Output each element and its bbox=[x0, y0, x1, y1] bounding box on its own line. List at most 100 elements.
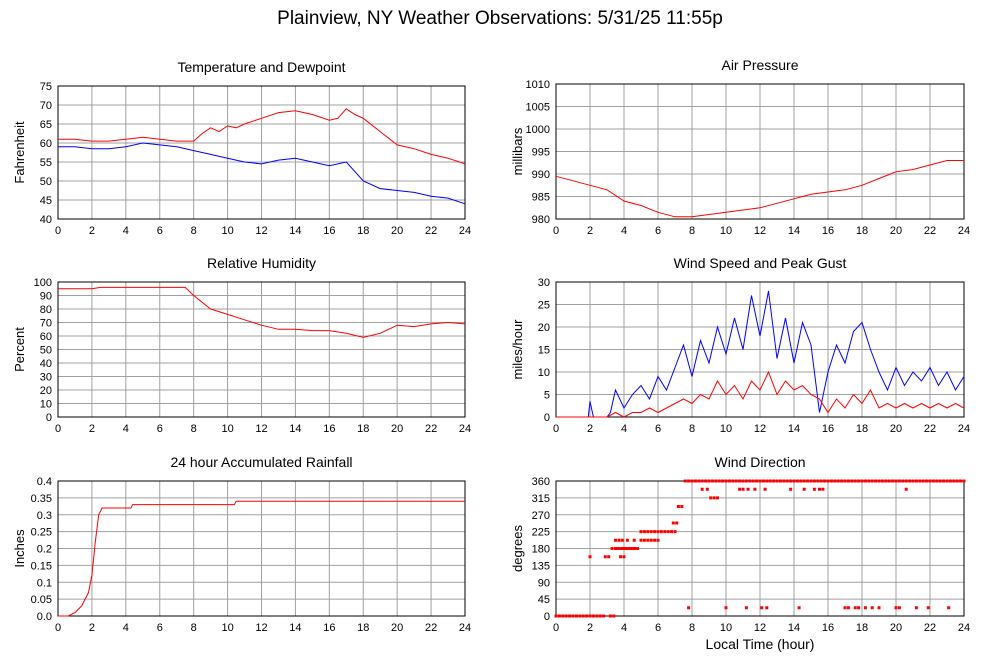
x-tick-label: 6 bbox=[655, 423, 661, 435]
x-tick-label: 20 bbox=[890, 225, 902, 237]
data-point bbox=[948, 479, 952, 483]
data-point bbox=[614, 547, 617, 550]
data-point bbox=[680, 505, 684, 508]
x-tick-label: 10 bbox=[720, 423, 732, 435]
y-tick-label: 0.25 bbox=[31, 527, 52, 539]
x-tick-label: 16 bbox=[323, 225, 335, 237]
x-tick-label: 22 bbox=[425, 423, 437, 435]
x-tick-label: 22 bbox=[425, 622, 437, 634]
data-point bbox=[731, 479, 735, 483]
y-tick-label: 80 bbox=[40, 304, 52, 316]
data-point bbox=[863, 479, 867, 483]
data-point bbox=[809, 479, 813, 483]
x-tick-label: 10 bbox=[221, 622, 233, 634]
data-point bbox=[894, 606, 898, 610]
data-point bbox=[952, 479, 956, 483]
data-point bbox=[617, 538, 621, 542]
y-tick-label: 90 bbox=[538, 577, 550, 589]
x-tick-label: 18 bbox=[357, 423, 369, 435]
data-point bbox=[914, 479, 918, 483]
x-tick-label: 20 bbox=[391, 622, 403, 634]
y-tick-label: 55 bbox=[40, 157, 52, 169]
data-point bbox=[595, 614, 599, 618]
y-axis-label: miles/hour bbox=[510, 319, 525, 380]
data-point bbox=[816, 479, 820, 483]
data-point bbox=[557, 614, 561, 618]
chart-title: Wind Direction bbox=[714, 454, 805, 470]
data-point bbox=[891, 479, 895, 483]
data-point bbox=[724, 606, 728, 610]
data-point bbox=[894, 479, 898, 483]
x-tick-label: 18 bbox=[357, 225, 369, 237]
data-point bbox=[761, 479, 765, 483]
data-point bbox=[714, 479, 718, 483]
data-point bbox=[663, 530, 667, 534]
data-point bbox=[947, 606, 951, 610]
data-point bbox=[789, 479, 793, 483]
data-point bbox=[755, 479, 759, 483]
data-point bbox=[942, 479, 946, 483]
data-point bbox=[843, 479, 847, 483]
data-point bbox=[603, 555, 607, 559]
data-point bbox=[639, 530, 643, 534]
x-tick-label: 6 bbox=[655, 225, 661, 237]
data-point bbox=[818, 487, 821, 491]
data-point bbox=[744, 606, 748, 610]
data-point bbox=[670, 530, 674, 534]
data-point bbox=[897, 479, 901, 483]
data-point bbox=[853, 479, 857, 483]
x-tick-label: 16 bbox=[822, 225, 834, 237]
data-point bbox=[863, 606, 867, 610]
x-tick-label: 22 bbox=[425, 225, 437, 237]
data-point bbox=[914, 606, 918, 610]
data-point bbox=[897, 606, 901, 610]
y-tick-label: 100 bbox=[34, 277, 52, 289]
x-tick-label: 18 bbox=[357, 622, 369, 634]
data-point bbox=[619, 547, 623, 550]
data-point bbox=[782, 479, 786, 483]
x-axis-label: Local Time (hour) bbox=[706, 636, 815, 652]
x-tick-label: 0 bbox=[55, 622, 61, 634]
data-point bbox=[884, 479, 888, 483]
data-point bbox=[955, 479, 959, 483]
series-line bbox=[58, 142, 466, 205]
x-tick-label: 8 bbox=[191, 423, 197, 435]
data-point bbox=[632, 547, 636, 550]
x-tick-label: 8 bbox=[191, 225, 197, 237]
data-point bbox=[608, 614, 612, 618]
data-point bbox=[753, 487, 757, 491]
x-tick-label: 10 bbox=[221, 423, 233, 435]
data-point bbox=[918, 479, 922, 483]
x-tick-label: 12 bbox=[754, 622, 766, 634]
x-tick-label: 14 bbox=[289, 423, 301, 435]
y-tick-label: 25 bbox=[538, 300, 550, 312]
data-point bbox=[649, 530, 653, 534]
x-tick-label: 24 bbox=[958, 225, 970, 237]
data-point bbox=[617, 547, 621, 550]
data-point bbox=[620, 538, 624, 542]
data-point bbox=[615, 547, 619, 550]
x-tick-label: 24 bbox=[958, 423, 970, 435]
x-tick-label: 8 bbox=[191, 622, 197, 634]
x-tick-label: 6 bbox=[157, 622, 163, 634]
data-point bbox=[746, 487, 750, 491]
data-point bbox=[697, 479, 701, 483]
plot-frame bbox=[57, 85, 466, 220]
x-tick-label: 0 bbox=[553, 423, 559, 435]
x-tick-label: 2 bbox=[587, 423, 593, 435]
data-point bbox=[819, 479, 823, 483]
y-tick-label: 90 bbox=[40, 291, 52, 303]
data-point bbox=[564, 614, 568, 618]
x-tick-label: 16 bbox=[323, 423, 335, 435]
y-tick-label: 75 bbox=[40, 81, 52, 93]
data-point bbox=[908, 479, 912, 483]
y-tick-label: 0.0 bbox=[37, 611, 52, 623]
data-point bbox=[578, 614, 582, 618]
data-point bbox=[846, 479, 850, 483]
y-tick-label: 65 bbox=[40, 119, 52, 131]
y-tick-label: 990 bbox=[532, 169, 550, 181]
x-tick-label: 0 bbox=[553, 622, 559, 634]
data-point bbox=[646, 530, 650, 534]
